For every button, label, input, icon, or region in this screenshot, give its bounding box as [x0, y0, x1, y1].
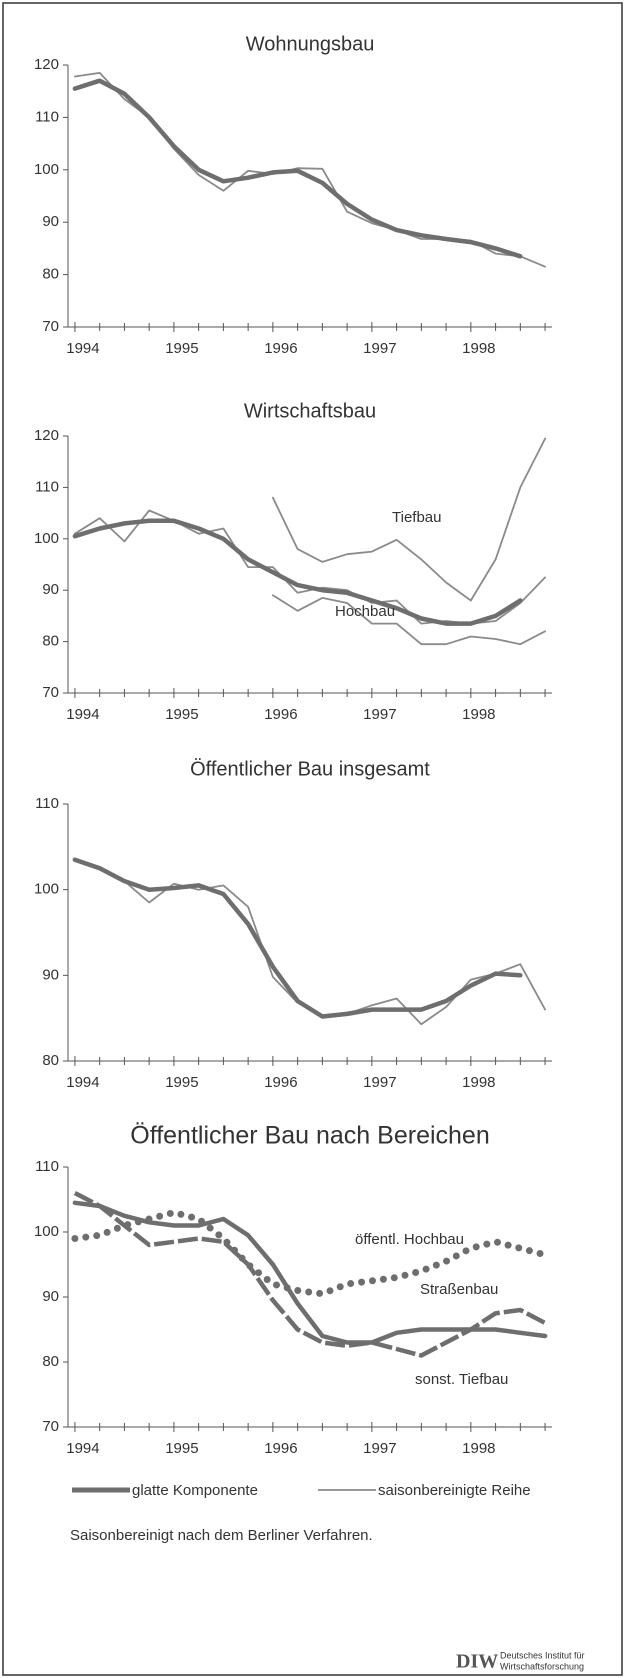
- annotation: Straßenbau: [420, 1281, 498, 1298]
- x-tick-label: 1995: [165, 1074, 198, 1091]
- y-tick-label: 120: [34, 427, 59, 444]
- y-tick-label: 90: [42, 213, 59, 230]
- y-tick-label: 70: [42, 684, 59, 701]
- x-tick-label: 1998: [462, 340, 495, 357]
- chart-title: Wirtschaftsbau: [244, 400, 376, 422]
- y-tick-label: 120: [34, 56, 59, 73]
- y-tick-label: 100: [34, 881, 59, 898]
- y-tick-label: 80: [42, 266, 59, 283]
- x-tick-label: 1995: [165, 340, 198, 357]
- logo-text: Wirtschaftsforschung: [500, 1661, 584, 1671]
- y-tick-label: 110: [35, 795, 59, 812]
- y-tick-label: 80: [42, 1052, 59, 1069]
- x-tick-label: 1994: [66, 1074, 99, 1091]
- series-line: [272, 437, 546, 602]
- legend-label: saisonbereinigte Reihe: [378, 1482, 531, 1499]
- x-tick-label: 1997: [363, 340, 396, 357]
- chart-title: Öffentlicher Bau nach Bereichen: [130, 1122, 490, 1150]
- chart-title: Öffentlicher Bau insgesamt: [190, 758, 430, 780]
- x-tick-label: 1997: [363, 1074, 396, 1091]
- annotation: Hochbau: [335, 603, 395, 620]
- logo-text: Deutsches Institut für: [500, 1650, 585, 1660]
- y-tick-label: 90: [42, 581, 59, 598]
- x-tick-label: 1996: [264, 1074, 297, 1091]
- y-tick-label: 70: [42, 1418, 59, 1435]
- series-line: [74, 72, 546, 268]
- series-line: [72, 857, 523, 1019]
- x-tick-label: 1994: [66, 706, 99, 723]
- series-line: [272, 594, 546, 646]
- x-tick-label: 1996: [264, 1440, 297, 1457]
- series-line: [72, 1200, 548, 1345]
- x-tick-label: 1994: [66, 340, 99, 357]
- y-tick-label: 100: [34, 530, 59, 547]
- series-line: [72, 518, 523, 626]
- y-tick-label: 90: [42, 1288, 59, 1305]
- logo-mark: DIW: [456, 1651, 498, 1673]
- x-tick-label: 1996: [264, 706, 297, 723]
- x-tick-label: 1998: [462, 1440, 495, 1457]
- y-tick-label: 80: [42, 1353, 59, 1370]
- x-tick-label: 1997: [363, 1440, 396, 1457]
- series-line: [74, 858, 546, 1026]
- series-line: [74, 509, 546, 625]
- note: Saisonbereinigt nach dem Berliner Verfah…: [70, 1527, 373, 1544]
- series-line: [73, 1191, 547, 1358]
- annotation: sonst. Tiefbau: [415, 1371, 508, 1388]
- annotation: Tiefbau: [392, 509, 441, 526]
- x-tick-label: 1998: [462, 1074, 495, 1091]
- y-tick-label: 90: [42, 966, 59, 983]
- x-tick-label: 1995: [165, 706, 198, 723]
- y-tick-label: 70: [42, 318, 59, 335]
- chart-title: Wohnungsbau: [246, 33, 375, 55]
- x-tick-label: 1997: [363, 706, 396, 723]
- y-tick-label: 100: [34, 1223, 59, 1240]
- x-tick-label: 1995: [165, 1440, 198, 1457]
- annotation: öffentl. Hochbau: [355, 1231, 464, 1248]
- y-tick-label: 100: [34, 161, 59, 178]
- series-line: [71, 1209, 549, 1298]
- y-tick-label: 110: [35, 478, 59, 495]
- x-tick-label: 1994: [66, 1440, 99, 1457]
- x-tick-label: 1998: [462, 706, 495, 723]
- y-tick-label: 110: [35, 108, 59, 125]
- y-tick-label: 80: [42, 633, 59, 650]
- y-tick-label: 110: [35, 1158, 59, 1175]
- series-line: [72, 78, 523, 259]
- x-tick-label: 1996: [264, 340, 297, 357]
- legend-label: glatte Komponente: [132, 1482, 258, 1499]
